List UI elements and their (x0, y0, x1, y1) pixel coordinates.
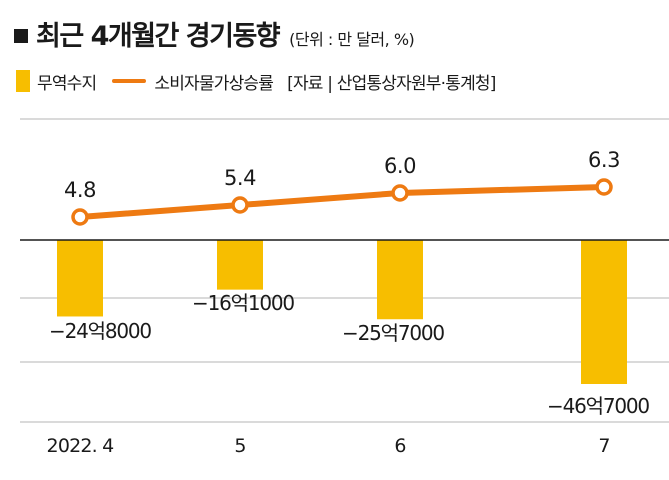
line-point (231, 196, 249, 214)
chart-header: 최근 4개월간 경기동향 (단위 : 만 달러, %) (14, 14, 415, 52)
line-point (391, 184, 409, 202)
bar-value-label: −16억1000 (192, 291, 294, 315)
line-value-label: 5.4 (224, 166, 256, 190)
legend-bar-swatch (16, 70, 30, 92)
line-value-label: 4.8 (64, 178, 96, 202)
line-point (71, 208, 89, 226)
legend-bar-label: 무역수지 (37, 73, 97, 94)
source-label: [자료 | 산업통상자원부·통계청] (287, 73, 496, 94)
legend-line-swatch (112, 79, 147, 83)
bar (581, 240, 627, 384)
line-series (77, 184, 607, 220)
line-value-label: 6.3 (588, 148, 620, 172)
chart-title: 최근 4개월간 경기동향 (36, 21, 281, 52)
legend-line-label: 소비자물가상승률 (154, 73, 274, 94)
x-tick-label: 5 (234, 435, 245, 457)
legend: 무역수지 소비자물가상승률 [자료 | 산업통상자원부·통계청] (16, 68, 496, 94)
x-tick-label: 6 (394, 435, 405, 457)
line-value-label: 6.0 (384, 154, 416, 178)
bar (57, 240, 103, 317)
bar (217, 240, 263, 290)
bar-value-label: −24억8000 (49, 319, 151, 343)
x-tick-label: 7 (598, 435, 609, 457)
bar (377, 240, 423, 320)
bar-value-label: −25억7000 (342, 321, 444, 345)
bar-value-label: −46억7000 (547, 394, 649, 418)
x-tick-label: 2022. 4 (47, 435, 115, 457)
title-square-icon (14, 29, 28, 43)
line-point (595, 178, 613, 196)
unit-label: (단위 : 만 달러, %) (289, 30, 415, 49)
